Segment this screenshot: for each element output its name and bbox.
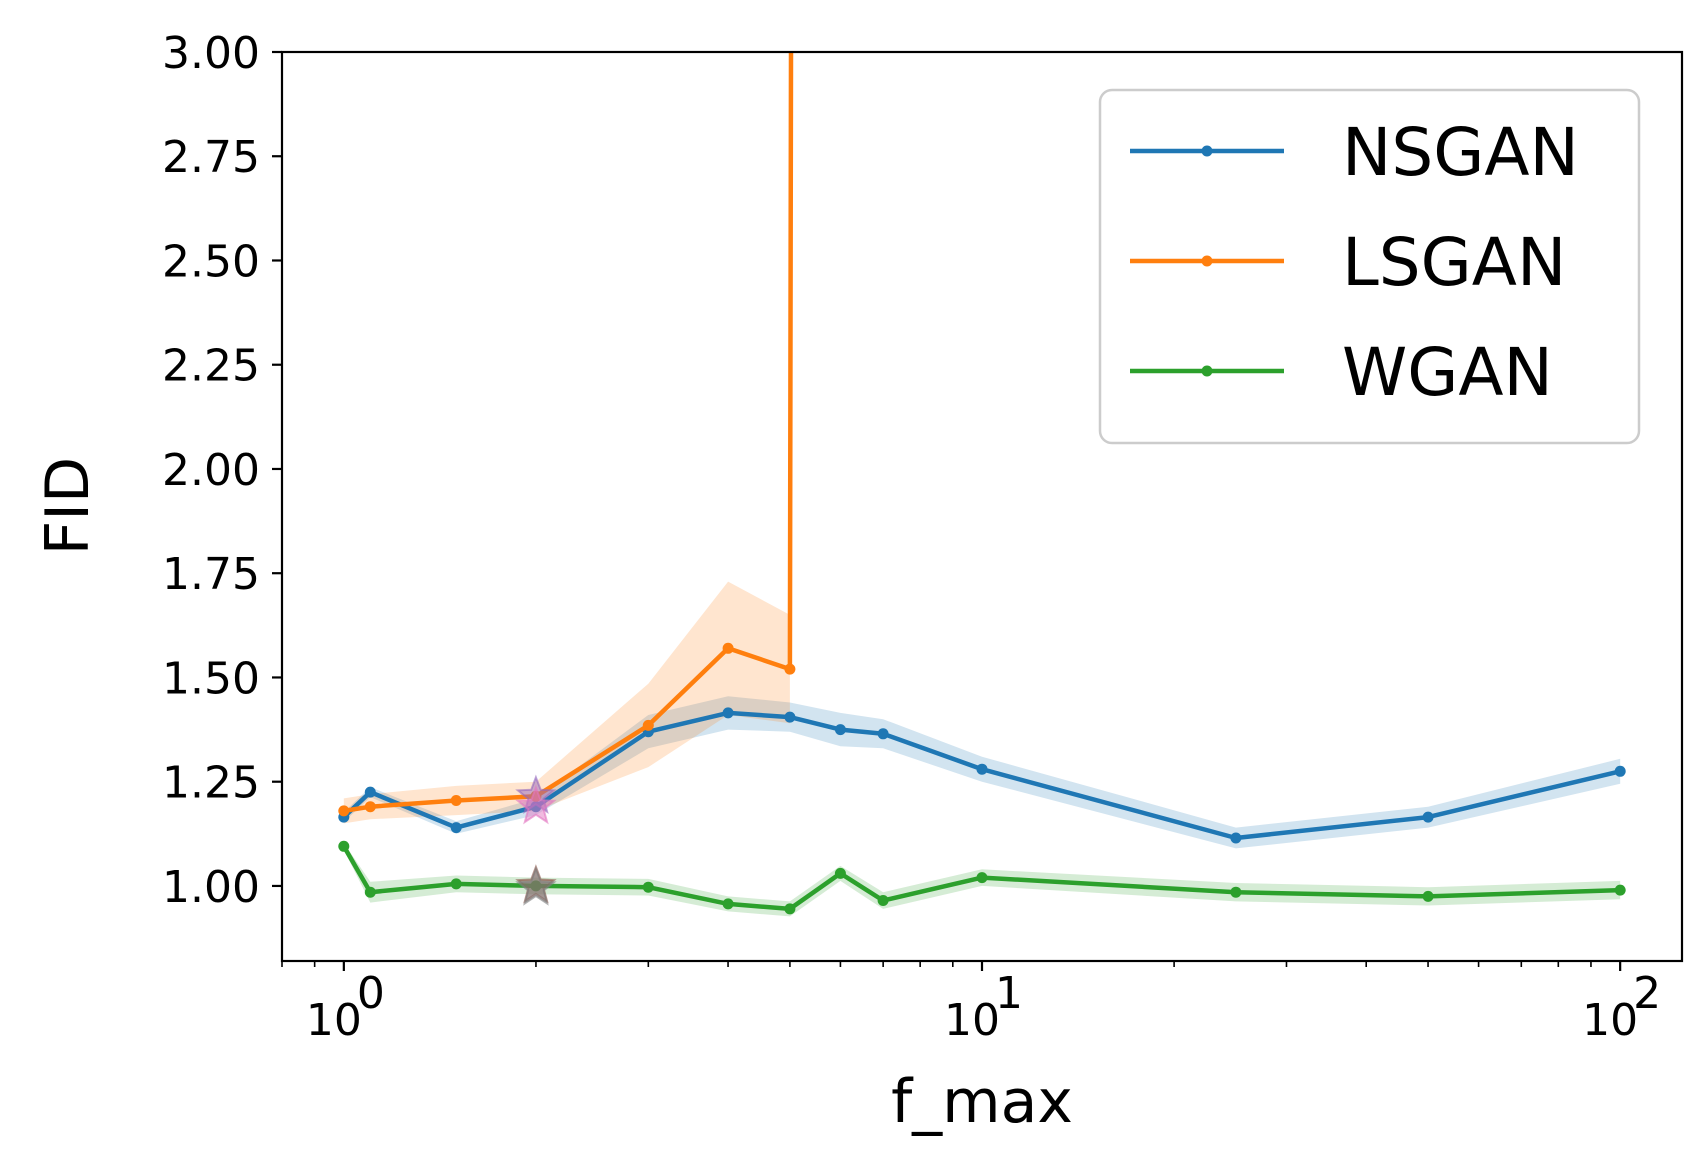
legend-nsgan-marker (1201, 145, 1213, 157)
legend-nsgan-label: NSGAN (1342, 114, 1579, 191)
x-axis-label: f_max (891, 1067, 1073, 1137)
wgan-point (1230, 886, 1242, 898)
wgan-point (834, 867, 846, 879)
wgan-point (1614, 884, 1626, 896)
y-axis-ticks: 1.00 1.25 1.50 1.75 2.00 2.25 2.50 2.75 3.00 (162, 28, 282, 913)
x-tick-exponent: 1 (995, 968, 1023, 1019)
y-tick-label: 2.50 (162, 236, 260, 287)
nsgan-point (364, 786, 376, 798)
x-tick-label: 10 (944, 995, 1000, 1046)
lsgan-line (343, 51, 794, 814)
star-marker (515, 784, 557, 825)
x-tick-label: 10 (306, 995, 362, 1046)
nsgan-point (834, 724, 846, 736)
wgan-point (364, 886, 376, 898)
lsgan-point (364, 801, 376, 813)
star-marker (515, 866, 557, 906)
wgan-point (450, 878, 462, 890)
nsgan-point (450, 822, 462, 834)
y-tick-label: 1.00 (162, 862, 260, 913)
y-tick-label: 2.00 (162, 445, 260, 496)
wgan-point (642, 881, 654, 893)
y-tick-label: 1.50 (162, 653, 260, 704)
legend: NSGAN LSGAN WGAN (1098, 88, 1641, 445)
wgan-point (877, 895, 889, 906)
wgan-point (976, 872, 988, 884)
y-tick-label: 1.25 (162, 758, 260, 809)
wgan-point (1422, 890, 1434, 902)
wgan-point (338, 840, 350, 852)
y-tick-label: 2.25 (162, 341, 260, 392)
y-tick-label: 1.75 (162, 549, 260, 600)
y-tick-label: 2.75 (162, 132, 260, 183)
y-axis-label: FID (33, 457, 103, 555)
nsgan-point (784, 711, 796, 723)
nsgan-point (1614, 765, 1626, 777)
lsgan-point (338, 805, 350, 817)
lsgan-point (450, 795, 462, 806)
lsgan-point (642, 719, 654, 731)
legend-wgan-label: WGAN (1342, 334, 1553, 411)
legend-lsgan-marker (1201, 255, 1213, 267)
legend-box (1098, 88, 1641, 445)
nsgan-point (1422, 811, 1434, 823)
nsgan-point (1230, 832, 1242, 844)
lsgan-point (784, 663, 796, 675)
x-tick-exponent: 0 (357, 968, 385, 1019)
wgan-point (784, 903, 796, 915)
nsgan-point (722, 707, 734, 719)
nsgan-point (976, 763, 988, 775)
wgan-point (722, 898, 734, 910)
legend-wgan-marker (1201, 365, 1213, 377)
x-tick-label: 10 (1582, 995, 1638, 1046)
nsgan-point (877, 728, 889, 740)
star-markers (515, 774, 557, 906)
x-tick-exponent: 2 (1633, 968, 1661, 1019)
lsgan-point (722, 642, 734, 654)
y-tick-label: 3.00 (162, 28, 260, 79)
legend-lsgan-label: LSGAN (1342, 224, 1566, 301)
